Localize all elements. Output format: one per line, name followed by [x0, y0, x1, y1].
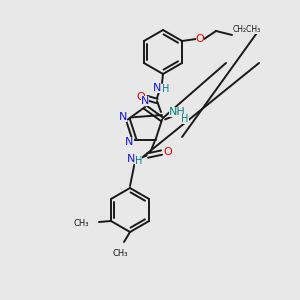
Text: N: N [153, 83, 161, 93]
Text: NH: NH [169, 107, 185, 117]
Text: N: N [141, 96, 149, 106]
Text: N: N [126, 154, 135, 164]
Text: H: H [162, 84, 170, 94]
Text: O: O [136, 92, 146, 102]
Text: CH₃: CH₃ [74, 218, 89, 227]
Text: O: O [196, 34, 204, 44]
Text: H: H [182, 114, 189, 124]
Text: N: N [119, 112, 127, 122]
Text: CH₃: CH₃ [112, 248, 128, 257]
Text: N: N [125, 136, 134, 147]
Text: O: O [163, 147, 172, 157]
Text: H: H [135, 156, 142, 166]
Text: CH₂CH₃: CH₂CH₃ [233, 25, 261, 34]
